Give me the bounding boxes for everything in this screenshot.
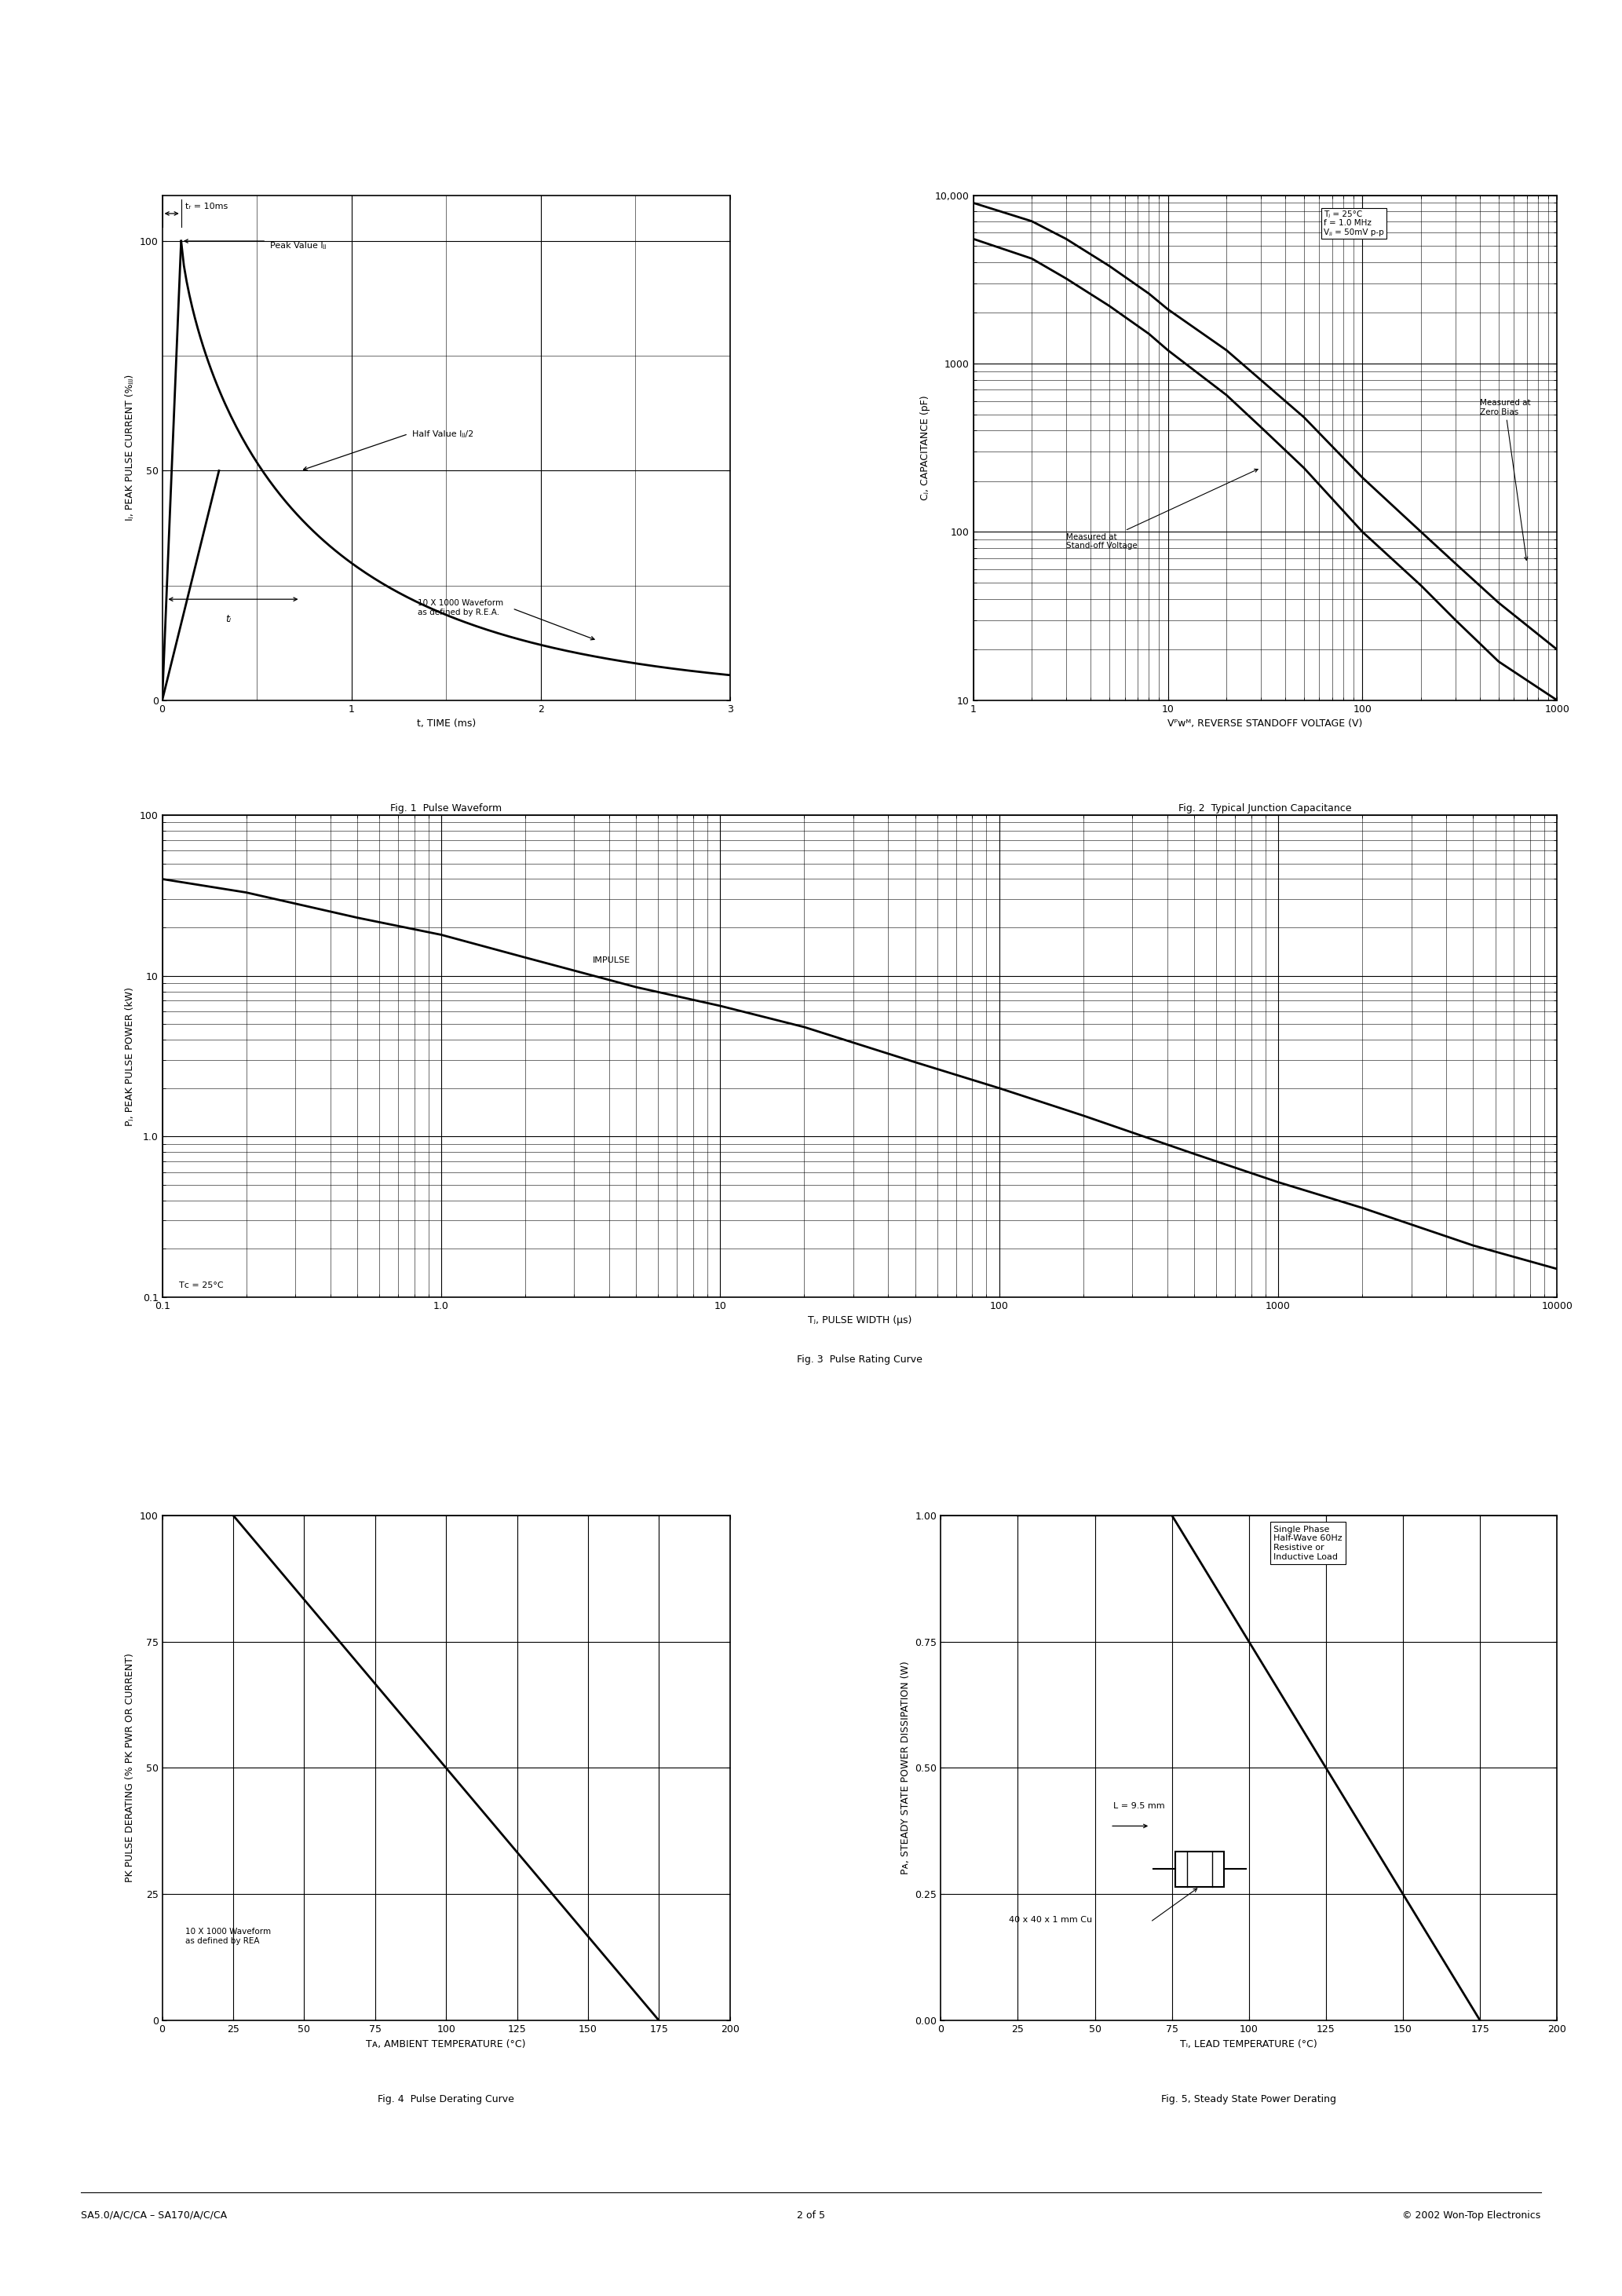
Text: Measured at
Zero Bias: Measured at Zero Bias <box>1479 400 1531 560</box>
Text: Tᴄ = 25°C: Tᴄ = 25°C <box>178 1281 224 1288</box>
Y-axis label: PK PULSE DERATING (% PK PWR OR CURRENT): PK PULSE DERATING (% PK PWR OR CURRENT) <box>125 1653 135 1883</box>
X-axis label: t, TIME (ms): t, TIME (ms) <box>417 719 475 728</box>
Text: 2 of 5: 2 of 5 <box>796 2211 826 2220</box>
Text: Fig. 4  Pulse Derating Curve: Fig. 4 Pulse Derating Curve <box>378 2094 514 2103</box>
Y-axis label: Pᴀ, STEADY STATE POWER DISSIPATION (W): Pᴀ, STEADY STATE POWER DISSIPATION (W) <box>900 1662 910 1874</box>
Text: Fig. 1  Pulse Waveform: Fig. 1 Pulse Waveform <box>391 804 501 813</box>
Y-axis label: Pⱼ, PEAK PULSE POWER (kW): Pⱼ, PEAK PULSE POWER (kW) <box>125 987 135 1125</box>
X-axis label: Tᴀ, AMBIENT TEMPERATURE (°C): Tᴀ, AMBIENT TEMPERATURE (°C) <box>367 2039 526 2048</box>
Text: Fig. 3  Pulse Rating Curve: Fig. 3 Pulse Rating Curve <box>796 1355 923 1364</box>
Text: SA5.0/A/C/CA – SA170/A/C/CA: SA5.0/A/C/CA – SA170/A/C/CA <box>81 2211 227 2220</box>
Text: Fig. 5, Steady State Power Derating: Fig. 5, Steady State Power Derating <box>1161 2094 1337 2103</box>
Text: Single Phase
Half-Wave 60Hz
Resistive or
Inductive Load: Single Phase Half-Wave 60Hz Resistive or… <box>1273 1525 1343 1561</box>
Text: Peak Value Iⱼⱼ: Peak Value Iⱼⱼ <box>269 241 326 250</box>
Y-axis label: Iⱼ, PEAK PULSE CURRENT (%ⱼⱼⱼ): Iⱼ, PEAK PULSE CURRENT (%ⱼⱼⱼ) <box>125 374 135 521</box>
Text: 40 x 40 x 1 mm Cu: 40 x 40 x 1 mm Cu <box>1009 1915 1092 1924</box>
Y-axis label: Cⱼ, CAPACITANCE (pF): Cⱼ, CAPACITANCE (pF) <box>920 395 931 501</box>
Bar <box>1174 1851 1225 1887</box>
Text: L = 9.5 mm: L = 9.5 mm <box>1113 1802 1165 1809</box>
X-axis label: Vᴾwᴹ, REVERSE STANDOFF VOLTAGE (V): Vᴾwᴹ, REVERSE STANDOFF VOLTAGE (V) <box>1168 719 1362 728</box>
Text: 10 X 1000 Waveform
as defined by REA: 10 X 1000 Waveform as defined by REA <box>185 1929 271 1945</box>
Text: Fig. 2  Typical Junction Capacitance: Fig. 2 Typical Junction Capacitance <box>1179 804 1351 813</box>
Text: Half Value Iⱼⱼ/2: Half Value Iⱼⱼ/2 <box>412 432 474 439</box>
Text: Measured at
Stand-off Voltage: Measured at Stand-off Voltage <box>1066 468 1257 549</box>
X-axis label: Tⱼ, PULSE WIDTH (μs): Tⱼ, PULSE WIDTH (μs) <box>808 1316 912 1325</box>
Text: Tⱼ = 25°C
f = 1.0 MHz
Vⱼⱼ = 50mV p-p: Tⱼ = 25°C f = 1.0 MHz Vⱼⱼ = 50mV p-p <box>1324 211 1384 236</box>
Text: tₗ: tₗ <box>225 615 232 625</box>
Text: © 2002 Won-Top Electronics: © 2002 Won-Top Electronics <box>1403 2211 1541 2220</box>
Text: 10 X 1000 Waveform
as defined by R.E.A.: 10 X 1000 Waveform as defined by R.E.A. <box>418 599 503 615</box>
Text: tᵣ = 10ms: tᵣ = 10ms <box>185 202 227 211</box>
X-axis label: Tₗ, LEAD TEMPERATURE (°C): Tₗ, LEAD TEMPERATURE (°C) <box>1181 2039 1317 2048</box>
Text: IMPULSE: IMPULSE <box>594 957 631 964</box>
